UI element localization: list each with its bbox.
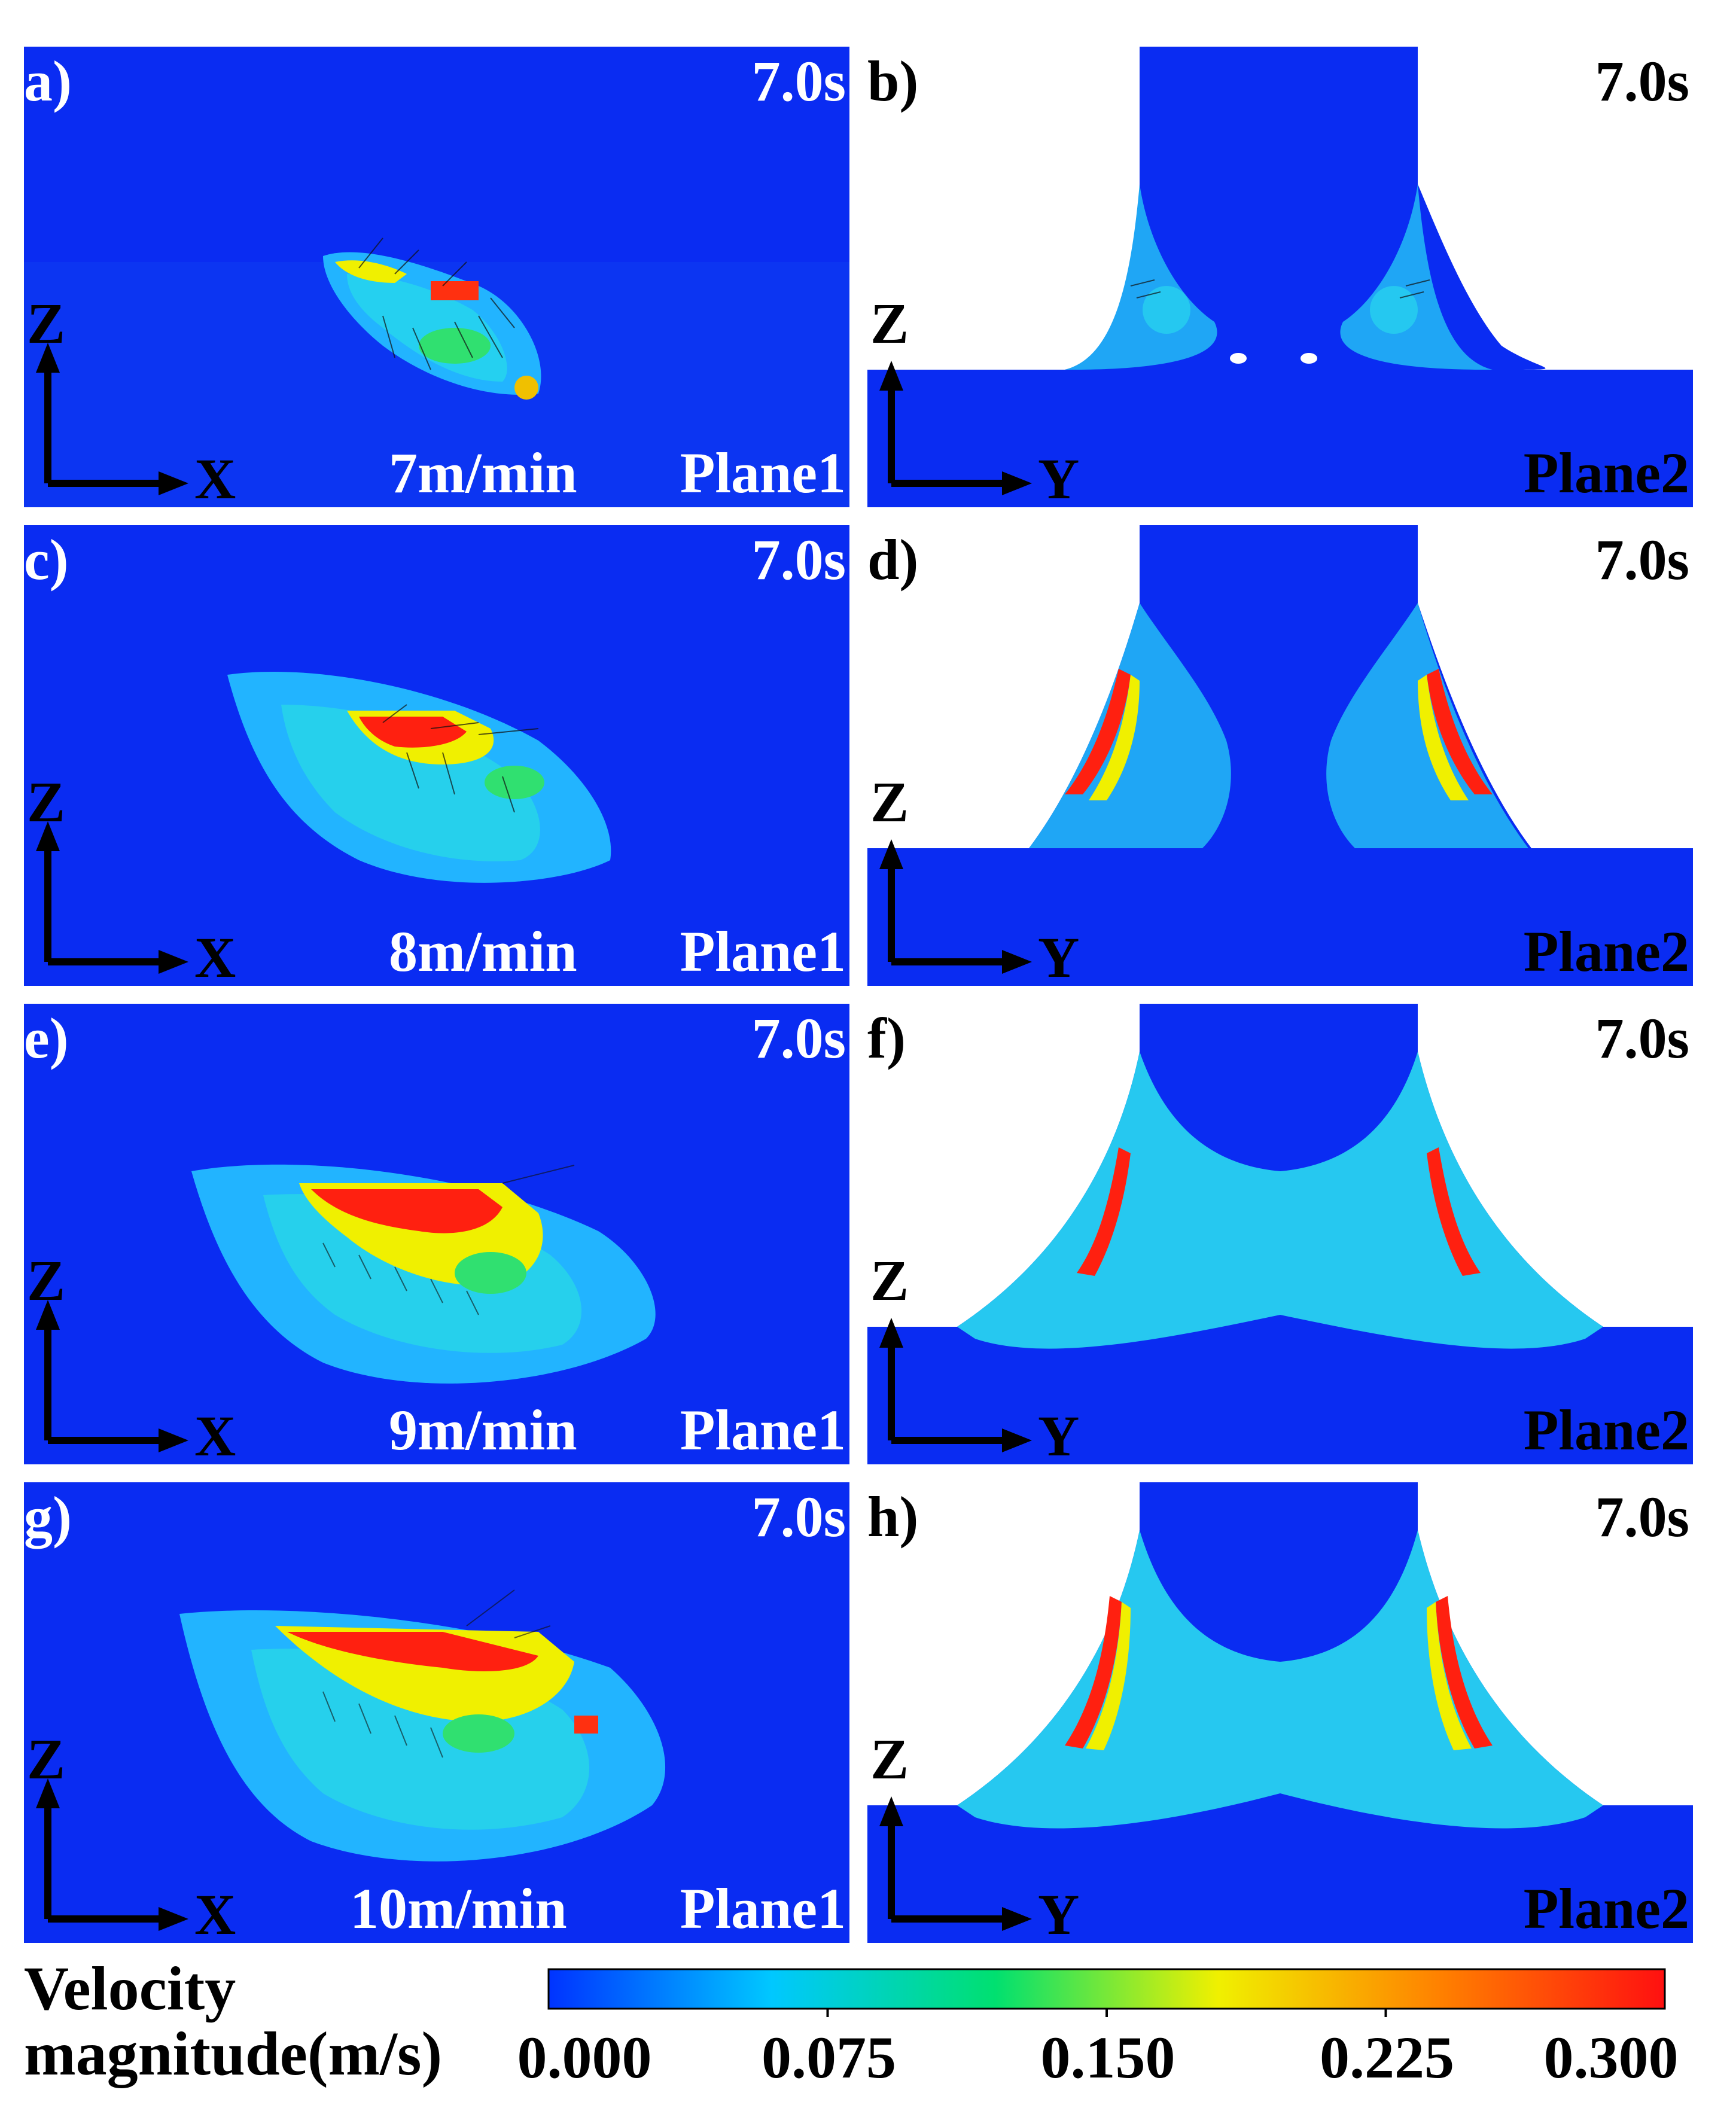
axis-v-label: Z bbox=[27, 1248, 66, 1312]
panel-tag: e) bbox=[24, 1006, 69, 1070]
velocity-field-a bbox=[24, 47, 849, 507]
axis-v-label: Z bbox=[870, 291, 909, 355]
axis-h-label: X bbox=[194, 1404, 236, 1465]
panel-tag: d) bbox=[867, 528, 919, 592]
velocity-field-f bbox=[867, 1004, 1693, 1464]
speed-label: 9m/min bbox=[389, 1398, 577, 1462]
colorbar-tick-label: 0.075 bbox=[762, 2024, 896, 2091]
time-label: 7.0s bbox=[1595, 528, 1689, 592]
plane-label: Plane1 bbox=[680, 919, 846, 983]
colorbar-title-line2: magnitude(m/s) bbox=[24, 2019, 443, 2089]
plane-label: Plane2 bbox=[1523, 1398, 1689, 1462]
speed-label: 10m/min bbox=[350, 1876, 567, 1941]
axis-h-label: Y bbox=[1038, 1882, 1080, 1943]
panel-tag: f) bbox=[867, 1006, 906, 1070]
axis-v-label: Z bbox=[27, 291, 66, 355]
plane-label: Plane1 bbox=[680, 1876, 846, 1941]
axes-icon bbox=[879, 361, 1032, 495]
panel-tag: b) bbox=[867, 49, 919, 113]
time-label: 7.0s bbox=[1595, 1006, 1689, 1070]
plane-label: Plane2 bbox=[1523, 1876, 1689, 1941]
colorbar-title-line1: Velocity bbox=[24, 1954, 236, 2023]
panel-g: g) 7.0s 10m/min Plane1 Z X bbox=[24, 1482, 849, 1943]
colorbar-tick-label: 0.225 bbox=[1320, 2024, 1454, 2091]
velocity-field-g bbox=[24, 1482, 849, 1943]
time-label: 7.0s bbox=[751, 1485, 846, 1549]
axis-v-label: Z bbox=[27, 770, 66, 834]
panel-b: b) 7.0s Plane2 Z Y bbox=[867, 47, 1693, 507]
colorbar-tick-label: 0.150 bbox=[1040, 2024, 1175, 2091]
plane-label: Plane1 bbox=[680, 441, 846, 505]
panel-f: f) 7.0s Plane2 Z Y bbox=[867, 1004, 1693, 1464]
velocity-field-h bbox=[867, 1482, 1693, 1943]
panel-d: d) 7.0s Plane2 Z Y bbox=[867, 525, 1693, 986]
axis-h-label: Y bbox=[1038, 447, 1080, 508]
plane-label: Plane1 bbox=[680, 1398, 846, 1462]
panel-c: c) 7.0s 8m/min Plane1 Z X bbox=[24, 525, 849, 986]
plane-label: Plane2 bbox=[1523, 441, 1689, 505]
axis-h-label: Y bbox=[1038, 1404, 1080, 1465]
speed-label: 8m/min bbox=[389, 919, 577, 983]
axes-icon bbox=[36, 821, 188, 974]
axis-v-label: Z bbox=[870, 1727, 909, 1791]
axis-v-label: Z bbox=[870, 770, 909, 834]
panel-tag: h) bbox=[867, 1485, 919, 1549]
time-label: 7.0s bbox=[1595, 49, 1689, 113]
axis-v-label: Z bbox=[870, 1248, 909, 1312]
colorbar bbox=[547, 1968, 1666, 2017]
axis-h-label: Y bbox=[1038, 925, 1080, 986]
speed-label: 7m/min bbox=[389, 441, 577, 505]
axis-h-label: X bbox=[194, 447, 236, 508]
axis-h-label: X bbox=[194, 925, 236, 986]
axes-icon bbox=[36, 1300, 188, 1452]
time-label: 7.0s bbox=[751, 49, 846, 113]
axis-h-label: X bbox=[194, 1882, 236, 1943]
axis-v-label: Z bbox=[27, 1727, 66, 1791]
colorbar-tick-label: 0.300 bbox=[1543, 2024, 1679, 2091]
panel-e: e) 7.0s 9m/min Plane1 Z X bbox=[24, 1004, 849, 1464]
time-label: 7.0s bbox=[751, 1006, 846, 1070]
velocity-field-c bbox=[24, 525, 849, 986]
plane-label: Plane2 bbox=[1523, 919, 1689, 983]
panel-a: a) 7.0s 7m/min Plane1 Z X bbox=[24, 47, 849, 507]
velocity-field-d bbox=[867, 525, 1693, 986]
panel-h: h) 7.0s Plane2 Z Y bbox=[867, 1482, 1693, 1943]
panel-tag: g) bbox=[24, 1485, 72, 1549]
axes-icon bbox=[879, 1318, 1032, 1452]
velocity-field-e bbox=[24, 1004, 849, 1464]
time-label: 7.0s bbox=[751, 528, 846, 592]
axes-icon bbox=[36, 1778, 188, 1931]
velocity-field-b bbox=[867, 47, 1693, 507]
axes-icon bbox=[36, 343, 188, 495]
colorbar-tick-label: 0.000 bbox=[517, 2024, 652, 2091]
panel-tag: c) bbox=[24, 528, 69, 592]
axes-icon bbox=[879, 839, 1032, 974]
panel-tag: a) bbox=[24, 49, 72, 113]
colorbar-ticks bbox=[826, 2009, 1387, 2017]
colorbar-gradient bbox=[547, 1968, 1666, 2010]
axes-icon bbox=[879, 1796, 1032, 1931]
colorbar-title: Velocity magnitude(m/s) bbox=[24, 1954, 443, 2089]
time-label: 7.0s bbox=[1595, 1485, 1689, 1549]
